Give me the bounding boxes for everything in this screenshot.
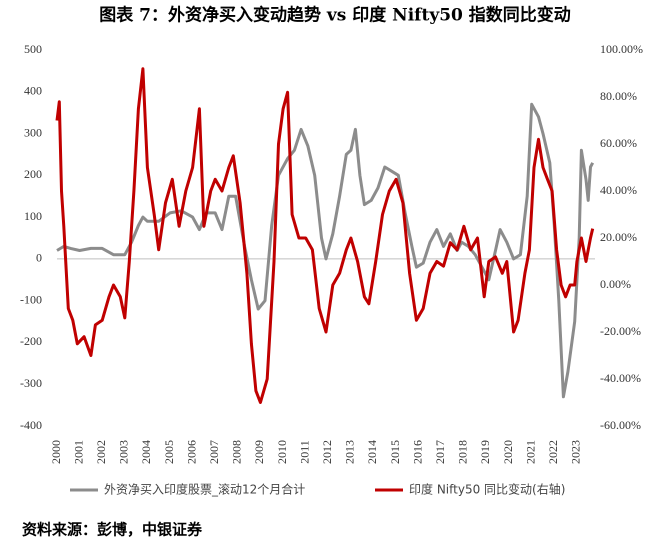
x-tick-label: 2006 <box>184 440 198 464</box>
y2-tick-label: -20.00% <box>600 324 641 338</box>
x-tick-label: 2007 <box>207 440 221 464</box>
x-tick-label: 2023 <box>569 440 583 464</box>
y2-tick-label: -40.00% <box>600 371 641 385</box>
y2-tick-label: 100.00% <box>600 42 643 56</box>
x-tick-label: 2009 <box>252 440 266 464</box>
x-tick-label: 2011 <box>297 440 311 464</box>
x-tick-label: 2004 <box>139 440 153 464</box>
series-line <box>55 67 595 404</box>
y-tick-label: 400 <box>24 84 42 98</box>
x-tick-label: 2002 <box>94 440 108 464</box>
y2-tick-label: 80.00% <box>600 89 637 103</box>
y2-tick-label: 40.00% <box>600 183 637 197</box>
x-tick-label: 2008 <box>230 440 244 464</box>
x-tick-label: 2022 <box>546 440 560 464</box>
y2-tick-label: 0.00% <box>600 277 631 291</box>
y-tick-label: 500 <box>24 42 42 56</box>
legend-label: 印度 Nifty50 同比变动(右轴) <box>409 482 565 497</box>
y-tick-label: 0 <box>36 251 42 265</box>
x-tick-label: 2000 <box>49 440 63 464</box>
source-note: 资料来源：彭博，中银证券 <box>22 521 203 539</box>
y2-tick-label: 20.00% <box>600 230 637 244</box>
x-tick-label: 2010 <box>275 440 289 464</box>
x-tick-label: 2019 <box>478 440 492 464</box>
x-tick-label: 2005 <box>162 440 176 464</box>
x-tick-label: 2021 <box>523 440 537 464</box>
y-tick-label: -300 <box>20 376 42 390</box>
y-tick-label: 100 <box>24 209 42 223</box>
y-tick-label: -200 <box>20 334 42 348</box>
x-tick-label: 2018 <box>456 440 470 464</box>
x-tick-label: 2015 <box>388 440 402 464</box>
x-tick-label: 2020 <box>501 440 515 464</box>
chart-title: 图表 7：外资净买入变动趋势 vs 印度 Nifty50 指数同比变动 <box>99 5 571 26</box>
x-tick-label: 2013 <box>343 440 357 464</box>
y-tick-label: 200 <box>24 167 42 181</box>
x-tick-label: 2016 <box>410 440 424 464</box>
x-tick-label: 2014 <box>365 440 379 464</box>
y-tick-label: 300 <box>24 125 42 139</box>
legend-label: 外资净买入印度股票_滚动12个月合计 <box>104 482 305 497</box>
x-tick-label: 2001 <box>71 440 85 464</box>
y-tick-label: -400 <box>20 418 42 432</box>
x-tick-label: 2003 <box>117 440 131 464</box>
x-tick-label: 2012 <box>320 440 334 464</box>
y-tick-label: -100 <box>20 292 42 306</box>
y2-tick-label: -60.00% <box>600 418 641 432</box>
y2-tick-label: 60.00% <box>600 136 637 150</box>
x-tick-label: 2017 <box>433 440 447 464</box>
